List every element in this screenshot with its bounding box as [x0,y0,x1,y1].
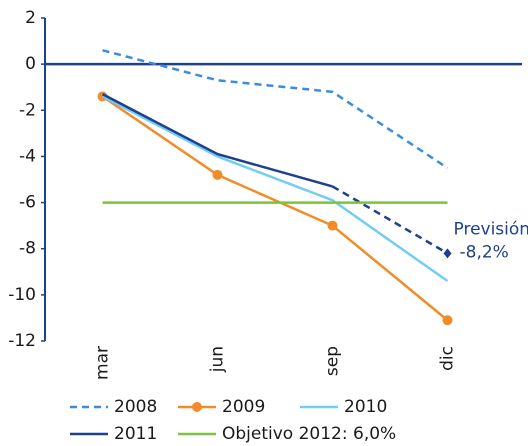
line-series [101,93,333,188]
y-tick-label: -6 [19,193,36,213]
x-tick-label: jun [208,346,228,373]
y-tick-label: -10 [8,285,36,305]
y-tick-label: -12 [8,331,36,351]
point [442,315,453,326]
x-tick-label: mar [93,346,113,380]
line-series [102,49,449,170]
legend-label: 2010 [344,397,387,417]
legend-label: 2011 [114,424,157,444]
point [327,220,338,231]
x-tick-label: sep [323,346,343,376]
x-tick-label: dic [438,346,458,371]
y-tick-label: 0 [25,54,36,74]
line-series [101,95,449,322]
forecast-marker [443,248,452,259]
y-tick-label: 2 [25,8,36,28]
y-tick-label: -8 [19,239,36,259]
point [212,169,223,180]
y-tick-label: -4 [19,146,36,166]
y-tick-label: -2 [19,100,36,120]
line-series [101,95,449,283]
annotation: Previsión: [454,219,528,239]
legend-label: 2008 [114,397,157,417]
line-series [331,185,449,255]
legend-label: Objetivo 2012: 6,0% [222,424,396,444]
value-label: -8,2% [460,242,509,262]
legend-marker [192,402,202,412]
legend-label: 2009 [222,397,265,417]
